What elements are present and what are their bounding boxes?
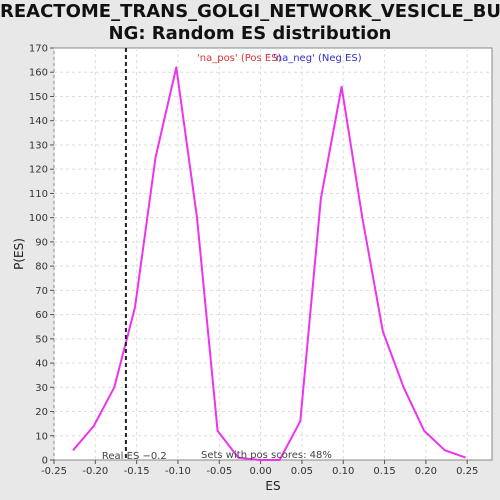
grid-lines: [53, 48, 492, 460]
y-tick-label: 10: [35, 431, 48, 442]
y-tick-label: 40: [35, 359, 48, 370]
x-tick-label: 0.15: [373, 466, 395, 477]
x-tick-label: 0.10: [332, 466, 354, 477]
x-axis-label: ES: [265, 479, 280, 493]
es-distribution-line: [72, 66, 466, 461]
y-tick-label: 140: [29, 116, 48, 127]
series-layer: [72, 66, 466, 461]
real-es-label: Real ES −0.2: [102, 451, 167, 462]
x-tick-label: 0.00: [249, 466, 271, 477]
y-tick-label: 100: [29, 213, 48, 224]
chart-title: REACTOME_TRANS_GOLGI_NETWORK_VESICLE_BUD…: [0, 1, 500, 45]
y-tick-label: 70: [35, 286, 48, 297]
chart-title-line-2: NG: Random ES distribution: [108, 23, 392, 44]
y-tick-label: 150: [29, 92, 48, 103]
x-tick-label: -0.25: [41, 466, 67, 477]
y-tick-label: 0: [42, 456, 48, 467]
x-tick-label: 0.05: [291, 466, 313, 477]
x-tick-label: 0.25: [456, 466, 478, 477]
legend-pos-label: 'na_pos' (Pos ES): [197, 53, 282, 64]
y-tick-label: 120: [29, 165, 48, 176]
x-tick-label: -0.05: [206, 466, 232, 477]
y-tick-label: 60: [35, 310, 48, 321]
y-tick-label: 90: [35, 237, 48, 248]
legend-neg-label: 'na_neg' (Neg ES): [273, 53, 362, 64]
y-tick-label: 20: [35, 407, 48, 418]
y-tick-label: 130: [29, 140, 48, 151]
y-tick-label: 170: [29, 44, 48, 55]
y-tick-label: 160: [29, 68, 48, 79]
chart-title-line-1: REACTOME_TRANS_GOLGI_NETWORK_VESICLE_BUD…: [0, 1, 500, 22]
y-axis-label: P(ES): [12, 238, 26, 270]
y-tick-label: 110: [29, 189, 48, 200]
x-tick-label: -0.15: [124, 466, 150, 477]
x-tick-label: 0.20: [415, 466, 437, 477]
x-tick-label: -0.10: [165, 466, 191, 477]
x-tick-label: -0.20: [82, 466, 108, 477]
plot-area: [53, 47, 493, 461]
y-tick-label: 50: [35, 334, 48, 345]
y-tick-label: 80: [35, 262, 48, 273]
y-tick-label: 30: [35, 383, 48, 394]
x-axis-ticks: -0.25 -0.20 -0.15 -0.10 -0.05 0.00 0.05 0.10 0.1…: [41, 460, 478, 477]
y-axis-ticks: 0 10 20 30 40 50 60 70 80 90 100 110 120 130 140 150 160…: [29, 44, 54, 467]
pos-scores-annotation: Sets with pos scores: 48%: [201, 450, 332, 461]
